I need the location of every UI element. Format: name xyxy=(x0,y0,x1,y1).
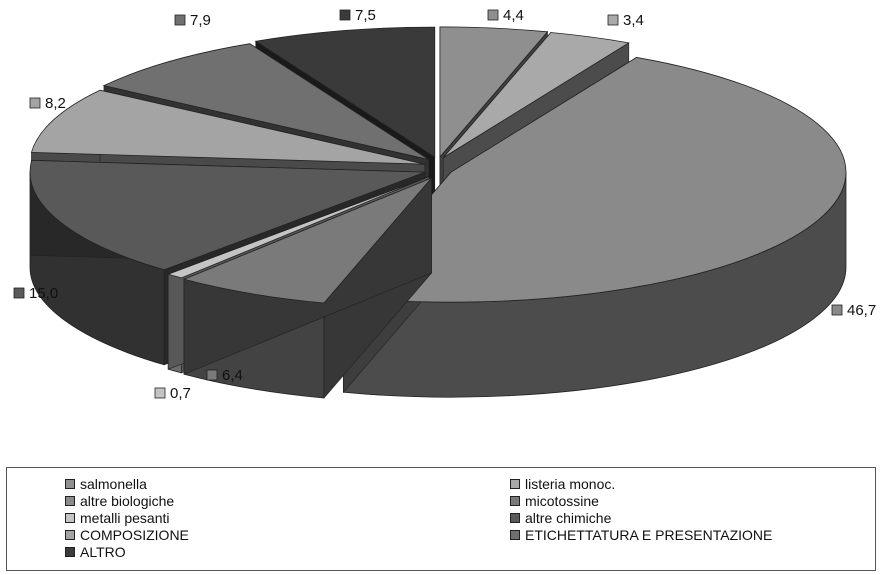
legend-swatch xyxy=(510,479,520,489)
legend-item: salmonella xyxy=(65,476,147,492)
data-label-swatch xyxy=(831,304,843,316)
pie-slice-3 xyxy=(182,177,432,399)
legend-swatch xyxy=(510,496,520,506)
data-label: 0,7 xyxy=(170,385,191,402)
legend-item: altre biologiche xyxy=(65,493,174,509)
legend-swatch xyxy=(65,496,75,506)
data-label-swatch xyxy=(487,9,499,21)
pie-slice-top xyxy=(166,176,430,279)
legend-swatch xyxy=(510,530,520,540)
chart-legend: salmonella listeria monoc. altre biologich… xyxy=(6,467,876,571)
legend-item: metalli pesanti xyxy=(65,510,170,526)
data-label: 8,2 xyxy=(45,95,66,112)
data-label-swatch xyxy=(339,9,351,21)
data-label-swatch xyxy=(607,14,619,26)
pie-chart: 4,4 3,4 46,7 6,4 0,7 15,0 8,2 7,9 7,5 xyxy=(13,7,876,402)
legend-item: listeria monoc. xyxy=(510,476,615,492)
pie-slice-top xyxy=(102,43,430,160)
legend-swatch xyxy=(65,479,75,489)
data-label-swatch xyxy=(13,287,25,299)
legend-label: ALTRO xyxy=(80,544,126,560)
legend-item: ALTRO xyxy=(65,544,126,560)
legend-label: altre biologiche xyxy=(80,493,175,509)
pie-slice-top xyxy=(342,57,847,303)
data-label: 6,4 xyxy=(222,367,243,384)
legend-item: altre chimiche xyxy=(510,510,611,526)
legend-item: COMPOSIZIONE xyxy=(65,527,189,543)
legend-label: salmonella xyxy=(80,476,147,492)
data-label-swatch xyxy=(154,387,166,399)
pie-slice-top xyxy=(30,89,425,165)
legend-label: micotossine xyxy=(525,493,599,509)
data-label: 7,5 xyxy=(355,7,376,24)
pie-slices xyxy=(29,26,847,399)
data-label: 15,0 xyxy=(29,285,58,302)
pie-slice-top xyxy=(439,26,549,158)
legend-item: micotossine xyxy=(510,493,599,509)
legend-label: altre chimiche xyxy=(525,510,612,526)
legend-swatch xyxy=(65,547,75,557)
legend-item: ETICHETTATURA E PRESENTAZIONE xyxy=(510,527,772,543)
pie-slice-top xyxy=(254,26,436,158)
legend-label: ETICHETTATURA E PRESENTAZIONE xyxy=(525,527,773,543)
legend-swatch xyxy=(65,513,75,523)
legend-swatch xyxy=(65,530,75,540)
legend-swatch xyxy=(510,513,520,523)
data-labels: 4,4 3,4 46,7 6,4 0,7 15,0 8,2 7,9 7,5 xyxy=(13,7,876,402)
data-label: 46,7 xyxy=(847,302,876,319)
data-label: 7,9 xyxy=(190,12,211,29)
legend-label: listeria monoc. xyxy=(525,476,616,492)
pie-slice-top xyxy=(182,177,432,304)
data-label-swatch xyxy=(29,97,41,109)
pie-slice-top xyxy=(29,159,426,271)
data-label: 4,4 xyxy=(503,7,524,24)
legend-label: COMPOSIZIONE xyxy=(80,527,189,543)
data-label-swatch xyxy=(206,369,218,381)
data-label-swatch xyxy=(174,14,186,26)
data-label: 3,4 xyxy=(623,12,644,29)
pie-slice-top xyxy=(442,32,630,158)
legend-label: metalli pesanti xyxy=(80,510,170,526)
